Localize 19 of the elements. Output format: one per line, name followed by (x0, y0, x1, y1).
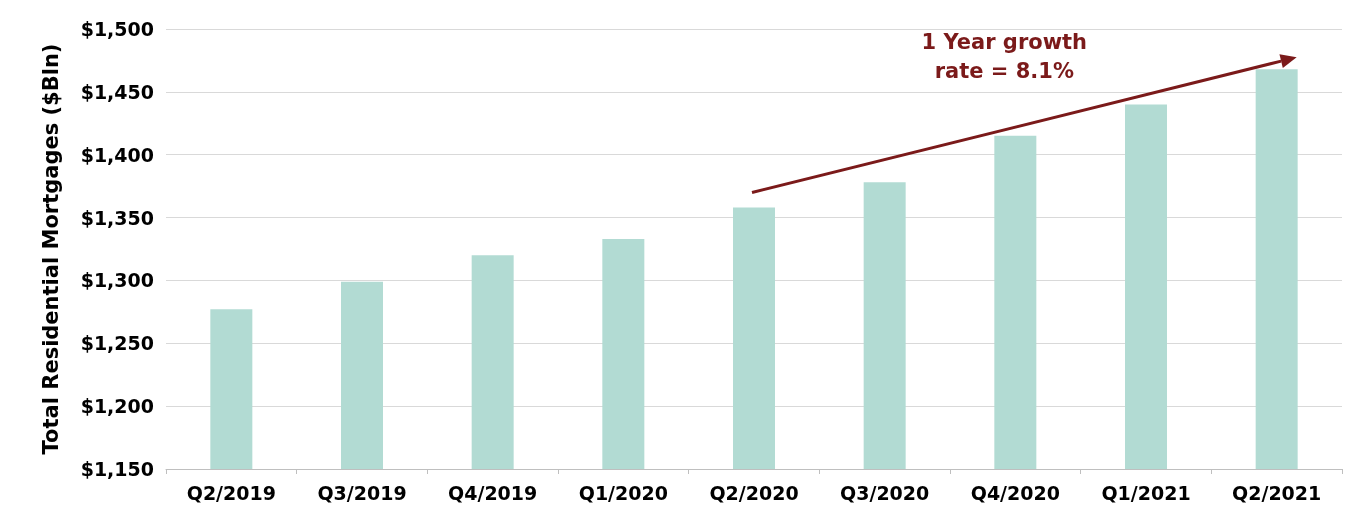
y-tick-label: $1,300 (80, 269, 154, 292)
x-tick-label: Q1/2021 (1101, 481, 1191, 504)
x-tick-label: Q3/2020 (840, 481, 930, 504)
y-tick-label: $1,500 (80, 18, 154, 40)
y-tick-label: $1,150 (80, 458, 154, 480)
x-tick-label: Q1/2020 (578, 481, 668, 504)
annotation: 1 Year growth rate = 8.1% (921, 29, 1088, 85)
y-tick-label: $1,200 (80, 395, 154, 418)
x-tick-label: Q2/2021 (1232, 481, 1322, 504)
y-tick-label: $1,450 (80, 80, 154, 103)
x-tick-label: Q2/2020 (709, 481, 799, 504)
x-tick-label: Q4/2020 (970, 481, 1060, 504)
y-tick-label: $1,400 (80, 143, 154, 166)
y-axis-title: Total Residential Mortgages ($Bln) (38, 43, 63, 455)
x-tick-label: Q2/2019 (186, 481, 276, 504)
y-tick-label: $1,350 (80, 206, 154, 229)
x-tick-label: Q3/2019 (317, 481, 407, 504)
x-tick-label: Q4/2019 (448, 481, 538, 504)
y-tick-label: $1,250 (80, 332, 154, 355)
